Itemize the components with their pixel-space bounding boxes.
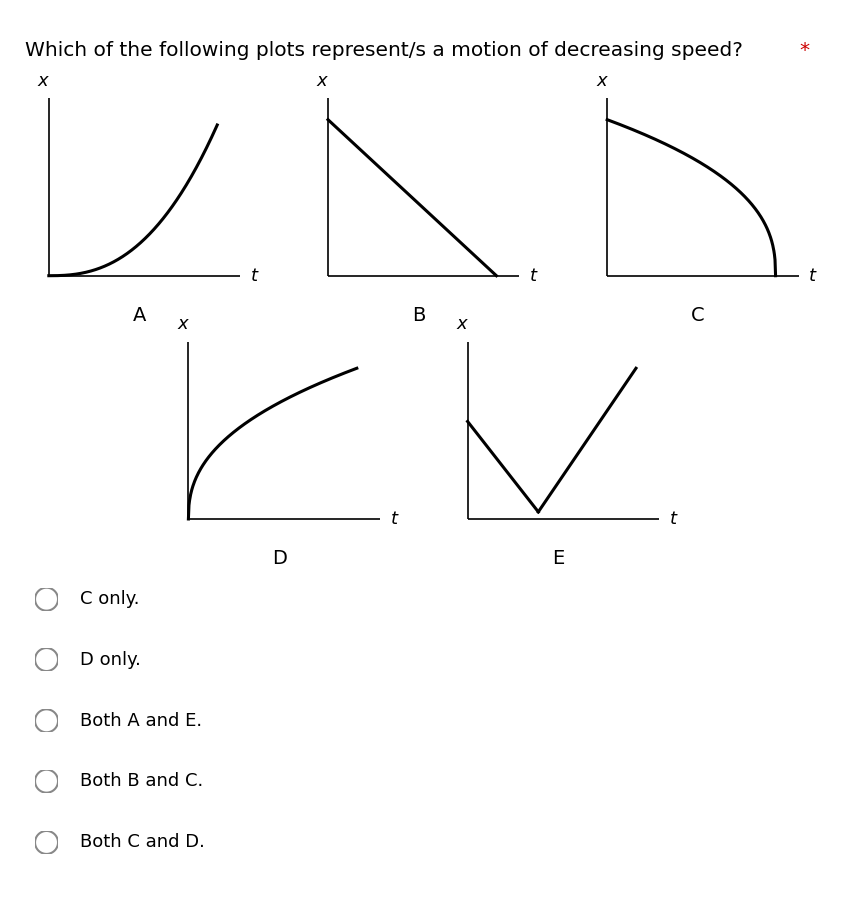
Text: $x$: $x$ [37,72,51,90]
Text: D: D [272,550,287,569]
Text: C: C [691,306,705,325]
Text: $t$: $t$ [668,510,678,528]
Text: $t$: $t$ [250,267,260,285]
Text: Both B and C.: Both B and C. [80,772,204,790]
Text: C only.: C only. [80,590,140,608]
Text: $t$: $t$ [529,267,539,285]
Text: E: E [552,550,564,569]
Text: D only.: D only. [80,651,141,669]
Text: $x$: $x$ [316,72,330,90]
Text: Which of the following plots represent/s a motion of decreasing speed?: Which of the following plots represent/s… [25,41,744,59]
Text: Both A and E.: Both A and E. [80,712,202,730]
Text: *: * [799,41,810,59]
Text: $t$: $t$ [389,510,399,528]
Text: $t$: $t$ [808,267,818,285]
Text: A: A [133,306,146,325]
Text: Both C and D.: Both C and D. [80,833,206,851]
Text: $x$: $x$ [456,315,470,333]
Text: $x$: $x$ [596,72,609,90]
Text: B: B [412,306,426,325]
Text: $x$: $x$ [177,315,190,333]
